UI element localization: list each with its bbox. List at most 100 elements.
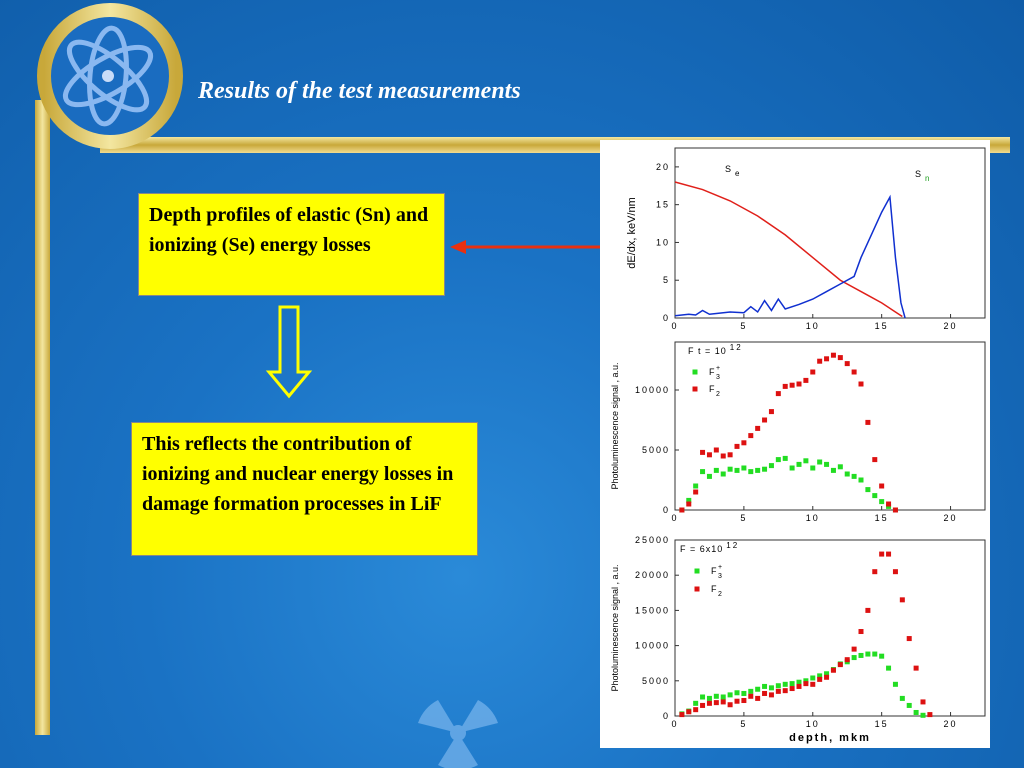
y-tick-label: 5000 — [642, 445, 670, 455]
point — [748, 688, 754, 694]
point — [899, 695, 905, 701]
line-series — [674, 194, 906, 319]
point — [727, 692, 733, 698]
point — [817, 676, 823, 682]
point — [693, 707, 699, 713]
x-tick-label: 20 — [944, 321, 958, 331]
plot-frame — [674, 539, 986, 717]
y-tick-label: 10 — [656, 237, 670, 247]
x-tick-label: 5 — [740, 321, 747, 331]
point — [858, 629, 864, 635]
annotation-sub: e — [735, 169, 740, 178]
plot-frame — [674, 341, 986, 511]
point — [693, 483, 699, 489]
point — [796, 679, 802, 685]
point — [741, 690, 747, 696]
point — [810, 369, 816, 375]
gold-bar-vertical — [35, 100, 50, 735]
point — [796, 381, 802, 387]
point — [844, 361, 850, 367]
point — [713, 447, 719, 453]
point — [865, 607, 871, 613]
legend-label: F — [711, 566, 717, 576]
point — [899, 597, 905, 603]
annotation-sup: 12 — [730, 343, 743, 352]
point — [727, 702, 733, 708]
y-tick-label: 10000 — [635, 385, 670, 395]
point — [886, 665, 892, 671]
point — [837, 355, 843, 361]
point — [693, 489, 699, 495]
x-tick-label: 15 — [875, 321, 889, 331]
y-tick-label: 20000 — [635, 570, 670, 580]
y-axis-label: Photoluminescence signal , a.u. — [610, 564, 620, 691]
x-tick-label: 0 — [671, 321, 678, 331]
y-tick-label: 5 — [663, 275, 670, 285]
legend-label: F — [709, 384, 715, 394]
point — [830, 352, 836, 358]
atom-logo — [62, 25, 154, 127]
x-tick-label: 0 — [671, 513, 678, 523]
point — [789, 382, 795, 388]
point — [734, 698, 740, 704]
point — [741, 440, 747, 446]
legend-marker — [694, 586, 700, 592]
point — [727, 452, 733, 458]
point — [782, 455, 788, 461]
y-axis-label: dE/dx, keV/nm — [626, 197, 638, 269]
point — [700, 449, 706, 455]
annotation: F = 6x10 — [680, 544, 723, 554]
point — [727, 466, 733, 472]
x-tick-label: 10 — [806, 321, 820, 331]
panel-bg — [600, 140, 990, 748]
point — [920, 699, 926, 705]
x-tick-label: 20 — [944, 719, 958, 729]
point — [782, 688, 788, 694]
point — [851, 473, 857, 479]
point — [720, 471, 726, 477]
point — [844, 471, 850, 477]
point — [824, 671, 830, 677]
x-tick-label: 15 — [875, 719, 889, 729]
point — [817, 459, 823, 465]
x-tick-label: 15 — [875, 513, 889, 523]
point — [713, 693, 719, 699]
point — [865, 651, 871, 657]
y-tick-label: 0 — [663, 711, 670, 721]
y-axis-label: Photoluminescence signal , a.u. — [610, 362, 620, 489]
point — [851, 655, 857, 661]
legend-sub: 3 — [716, 374, 720, 381]
point — [886, 501, 892, 507]
point — [879, 653, 885, 659]
point — [741, 698, 747, 704]
y-tick-label: 20 — [656, 162, 670, 172]
point — [700, 702, 706, 708]
legend-label: F — [709, 367, 715, 377]
point — [824, 461, 830, 467]
point — [906, 702, 912, 708]
text-box: This reflects the contribution of ionizi… — [131, 422, 478, 556]
point — [872, 651, 878, 657]
y-tick-label: 15000 — [635, 605, 670, 615]
point — [734, 467, 740, 473]
point — [810, 681, 816, 687]
point — [872, 569, 878, 575]
point — [755, 686, 761, 692]
y-tick-label: 0 — [663, 313, 670, 323]
point — [755, 695, 761, 701]
point — [720, 699, 726, 705]
point — [700, 469, 706, 475]
annotation-sup: 12 — [726, 541, 739, 550]
point — [858, 381, 864, 387]
point — [789, 681, 795, 687]
point — [803, 678, 809, 684]
point — [768, 692, 774, 698]
legend-marker — [692, 386, 698, 392]
point — [817, 673, 823, 679]
point — [872, 457, 878, 463]
legend-sub: 2 — [716, 391, 720, 398]
annotation: F t = 10 — [688, 346, 727, 356]
point — [892, 569, 898, 575]
point — [913, 709, 919, 715]
